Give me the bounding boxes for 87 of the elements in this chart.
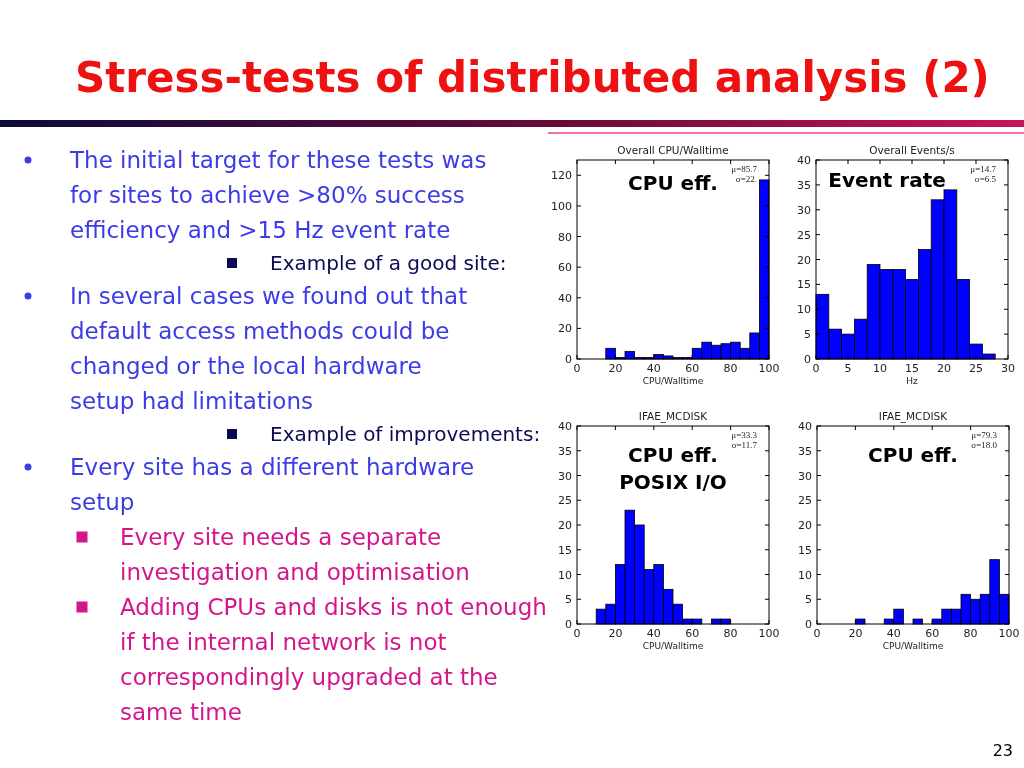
chart-title: Overall Events/s — [869, 144, 955, 156]
y-tick-label: 100 — [551, 199, 572, 213]
y-tick-label: 25 — [558, 494, 572, 508]
text: Example of a good site: — [270, 251, 507, 275]
annotation: μ=14.7 — [970, 164, 997, 174]
x-tick-label: 25 — [969, 362, 983, 375]
text: Adding CPUs and disks is not enough if the internal network is not correspondingly upgraded at the same time — [120, 594, 547, 725]
annotation: CPU eff. POSIX I/O — [619, 443, 727, 494]
y-tick-label: 15 — [558, 543, 572, 557]
y-tick-label: 10 — [797, 303, 811, 317]
text: Every site has a different hardware setup — [70, 454, 475, 515]
y-tick-label: 40 — [558, 291, 572, 305]
x-tick-label: 60 — [925, 627, 940, 640]
annotation: CPU eff. — [868, 443, 958, 467]
y-tick-label: 40 — [798, 420, 812, 433]
y-tick-label: 10 — [798, 568, 812, 582]
y-tick-label: 30 — [797, 203, 811, 217]
x-tick-label: 20 — [608, 362, 623, 375]
y-tick-label: 5 — [565, 593, 572, 607]
annotation: σ=22. — [735, 174, 757, 184]
annotation: μ=79.3 — [971, 430, 998, 440]
annotation: σ=18.0 — [971, 440, 998, 450]
y-tick-label: 20 — [558, 322, 572, 336]
chart-title: IFAE_MCDISK — [878, 410, 949, 423]
y-tick-label: 0 — [805, 618, 812, 631]
x-tick-label: 20 — [848, 627, 863, 640]
y-tick-label: 20 — [797, 253, 811, 267]
x-tick-label: 100 — [758, 627, 780, 640]
annotation: σ=6.5 — [974, 174, 997, 184]
x-tick-label: 60 — [685, 627, 700, 640]
y-tick-label: 10 — [558, 568, 572, 582]
text: 23 — [992, 741, 1013, 760]
y-tick-label: 80 — [558, 230, 572, 244]
y-tick-label: 0 — [804, 353, 811, 366]
text: Example of improvements: — [270, 422, 541, 446]
y-tick-label: 30 — [798, 469, 812, 483]
x-tick-label: 0 — [813, 627, 821, 640]
annotation: CPU eff. — [628, 171, 718, 195]
y-tick-label: 0 — [565, 353, 572, 366]
y-tick-label: 60 — [558, 261, 572, 275]
x-tick-label: 80 — [963, 627, 978, 640]
y-tick-label: 20 — [558, 519, 572, 532]
x-tick-label: 30 — [1001, 362, 1015, 375]
y-tick-label: 120 — [551, 169, 572, 183]
x-tick-label: 80 — [723, 627, 738, 640]
text: Stress-tests of distributed analysis (2) — [75, 53, 990, 102]
x-axis-title: CPU/Walltime — [642, 376, 704, 386]
y-tick-label: 20 — [798, 519, 812, 532]
y-tick-label: 30 — [558, 469, 572, 483]
x-tick-label: 60 — [685, 362, 700, 375]
annotation: μ=85.7 — [731, 164, 758, 174]
chart-title: IFAE_MCDISK — [638, 410, 709, 423]
y-tick-label: 40 — [558, 420, 572, 433]
annotation: Event rate — [828, 168, 946, 192]
annotation: μ=33.3 — [731, 430, 758, 440]
y-tick-label: 40 — [797, 154, 811, 167]
x-tick-label: 80 — [723, 362, 738, 375]
x-tick-label: 15 — [905, 362, 919, 375]
text: The initial target for these tests was for sites to achieve >80% success efficiency and >15 Hz event rate — [69, 147, 487, 243]
x-axis-title: CPU/Walltime — [642, 641, 704, 651]
chart-title: Overall CPU/Walltime — [617, 144, 729, 156]
y-tick-label: 25 — [798, 494, 812, 508]
y-tick-label: 5 — [804, 328, 811, 342]
y-tick-label: 5 — [805, 593, 812, 607]
y-tick-label: 25 — [797, 228, 811, 242]
annotation: σ=11.7 — [731, 440, 758, 450]
x-tick-label: 0 — [573, 362, 581, 375]
x-tick-label: 0 — [573, 627, 581, 640]
y-tick-label: 15 — [798, 543, 812, 557]
x-tick-label: 10 — [873, 362, 887, 375]
x-tick-label: 100 — [758, 362, 780, 375]
y-tick-label: 35 — [558, 444, 572, 458]
text: In several cases we found out that default access methods could be changed or the local hardware setup had limitations — [70, 283, 468, 414]
x-axis-title: CPU/Walltime — [882, 641, 944, 651]
x-tick-label: 5 — [844, 362, 852, 375]
y-tick-label: 35 — [797, 178, 811, 192]
x-tick-label: 20 — [937, 362, 951, 375]
x-tick-label: 20 — [608, 627, 623, 640]
x-axis-title: Hz — [906, 376, 919, 386]
y-tick-label: 35 — [798, 444, 812, 458]
x-tick-label: 40 — [886, 627, 901, 640]
y-tick-label: 0 — [565, 618, 572, 631]
x-tick-label: 100 — [998, 627, 1020, 640]
x-tick-label: 40 — [646, 362, 661, 375]
text: Every site needs a separate investigation and optimisation — [120, 524, 470, 585]
y-tick-label: 15 — [797, 278, 811, 292]
x-tick-label: 40 — [646, 627, 661, 640]
